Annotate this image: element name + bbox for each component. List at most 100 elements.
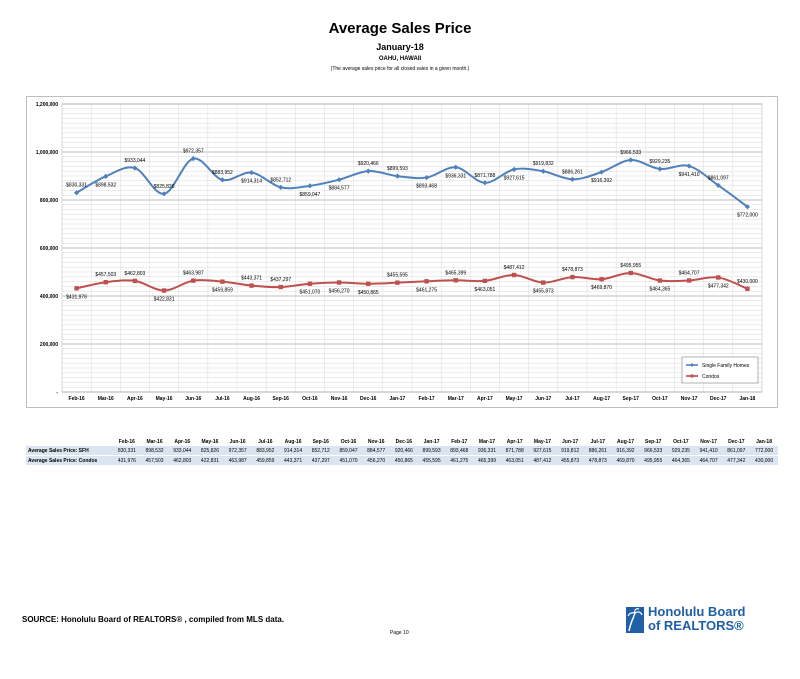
table-cell: 893,468 bbox=[445, 446, 474, 456]
table-cell: 431,976 bbox=[113, 455, 141, 465]
table-cell: 825,826 bbox=[196, 446, 224, 456]
table-row-condos: Average Sales Price: Condos 431,976 457,5… bbox=[26, 455, 778, 465]
table-cell: 859,047 bbox=[334, 446, 363, 456]
sfh-data-label: $871,788 bbox=[474, 173, 495, 179]
sfh-data-point bbox=[73, 190, 80, 196]
condo-data-label: $487,412 bbox=[504, 265, 525, 271]
sfh-data-label: $929,235 bbox=[649, 159, 670, 165]
table-header-cell: Jan-17 bbox=[423, 438, 440, 445]
condo-data-label: $461,275 bbox=[416, 287, 437, 293]
location-label: OAHU, HAWAII bbox=[378, 56, 422, 62]
condo-data-label: $450,865 bbox=[358, 290, 379, 296]
x-tick-label: Sep-16 bbox=[273, 396, 290, 402]
table-row-label: Average Sales Price: SFH bbox=[26, 446, 113, 456]
table-cell: 478,873 bbox=[583, 455, 612, 465]
sfh-data-label: $883,952 bbox=[212, 170, 233, 176]
y-tick-label: 400,000 bbox=[40, 294, 58, 300]
condo-data-point bbox=[716, 275, 721, 280]
sfh-data-label: $899,593 bbox=[387, 166, 408, 172]
y-tick-label: 600,000 bbox=[40, 246, 58, 252]
table-corner-cell bbox=[26, 437, 113, 446]
table-header-cell: Jul-16 bbox=[258, 438, 273, 445]
table-cell: 883,952 bbox=[251, 446, 280, 456]
table-cell: 871,788 bbox=[500, 446, 529, 456]
table-header-cell: Aug-17 bbox=[617, 438, 634, 445]
y-tick-label: 800,000 bbox=[40, 198, 58, 204]
condo-data-point bbox=[686, 278, 692, 283]
x-tick-label: Nov-17 bbox=[681, 396, 698, 402]
x-tick-label: Nov-16 bbox=[331, 396, 348, 402]
page-title: Average Sales Price bbox=[328, 20, 472, 37]
sfh-data-point bbox=[482, 180, 488, 186]
condo-data-point bbox=[541, 280, 546, 285]
sfh-data-label: $859,047 bbox=[299, 192, 320, 198]
condo-data-point bbox=[103, 279, 108, 285]
sfh-data-label: $852,712 bbox=[270, 177, 291, 183]
sfh-data-label: $972,357 bbox=[183, 149, 204, 155]
table-cell: 919,812 bbox=[556, 446, 584, 456]
sfh-data-label: $914,314 bbox=[241, 179, 262, 185]
condo-data-label: $422,831 bbox=[154, 297, 175, 303]
condo-data-label: $477,342 bbox=[708, 283, 729, 289]
table-cell: 459,859 bbox=[251, 455, 280, 465]
table-cell: 861,097 bbox=[722, 446, 751, 456]
sfh-data-label: $884,577 bbox=[329, 186, 350, 192]
x-tick-label: Jan-17 bbox=[389, 396, 405, 402]
table-cell: 422,831 bbox=[196, 455, 224, 465]
table-cell: 916,392 bbox=[611, 446, 640, 456]
table-header-cell: Apr-17 bbox=[506, 438, 523, 445]
y-tick-label: 1,200,000 bbox=[36, 102, 58, 108]
sfh-data-point bbox=[190, 156, 196, 162]
x-tick-label: Sep-17 bbox=[623, 396, 640, 402]
x-tick-label: Dec-17 bbox=[710, 396, 727, 402]
condo-data-point bbox=[74, 286, 79, 291]
sfh-data-point bbox=[453, 164, 459, 170]
page-number: Page 10 bbox=[390, 630, 409, 636]
table-header-cell: Jul-17 bbox=[590, 438, 606, 445]
condo-data-point bbox=[424, 279, 429, 284]
condo-data-point bbox=[191, 278, 196, 283]
table-cell: 450,865 bbox=[390, 455, 418, 465]
table-cell: 884,577 bbox=[362, 446, 391, 456]
x-tick-label: Oct-16 bbox=[302, 396, 318, 402]
x-tick-label: May-16 bbox=[156, 396, 173, 402]
table-header-cell: Mar-16 bbox=[146, 438, 163, 445]
condo-data-point bbox=[366, 281, 371, 286]
x-tick-label: Apr-16 bbox=[127, 396, 143, 402]
sfh-data-label: $936,331 bbox=[445, 173, 466, 179]
table-cell: 451,070 bbox=[334, 455, 363, 465]
data-table: Feb-16 Mar-16 Apr-16 May-16 Jun-16 Jul-16 Aug-… bbox=[26, 437, 778, 465]
sfh-data-label: $772,000 bbox=[737, 213, 758, 219]
table-cell: 455,595 bbox=[417, 455, 446, 465]
condo-data-label: $430,000 bbox=[737, 279, 758, 285]
chart-frame bbox=[26, 96, 778, 408]
x-tick-label: Mar-17 bbox=[448, 396, 464, 402]
sfh-data-point bbox=[365, 168, 371, 174]
condo-data-label: $455,595 bbox=[387, 273, 408, 279]
table-cell: 477,342 bbox=[722, 455, 751, 465]
table-cell: 443,371 bbox=[279, 455, 307, 465]
table-cell: 830,331 bbox=[113, 446, 141, 456]
condo-data-label: $463,987 bbox=[183, 271, 204, 277]
condo-data-point bbox=[657, 278, 663, 283]
condo-data-label: $451,070 bbox=[299, 290, 320, 296]
table-header-cell: Feb-16 bbox=[118, 438, 135, 445]
table-header-cell: Sep-16 bbox=[312, 438, 329, 445]
chart-note: (The average sales price for all closed … bbox=[330, 66, 470, 72]
condo-data-point bbox=[249, 283, 254, 288]
table-header-cell: May-16 bbox=[201, 438, 219, 445]
logo-text: Honolulu Board of REALTORS® bbox=[648, 605, 746, 633]
table-header-cell: Dec-17 bbox=[728, 438, 745, 445]
sfh-data-point bbox=[278, 184, 284, 190]
sfh-data-label: $830,331 bbox=[66, 183, 87, 189]
condo-data-label: $455,873 bbox=[533, 289, 554, 295]
condo-data-label: $437,297 bbox=[270, 277, 291, 283]
x-tick-label: Jul-16 bbox=[215, 396, 230, 402]
condo-data-label: $443,371 bbox=[241, 276, 262, 282]
table-cell: 464,707 bbox=[694, 455, 723, 465]
condo-data-label: $459,859 bbox=[212, 288, 233, 294]
condo-data-point bbox=[511, 272, 517, 278]
table-cell: 461,275 bbox=[445, 455, 474, 465]
table-cell: 455,873 bbox=[556, 455, 584, 465]
table-cell: 966,533 bbox=[639, 446, 668, 456]
